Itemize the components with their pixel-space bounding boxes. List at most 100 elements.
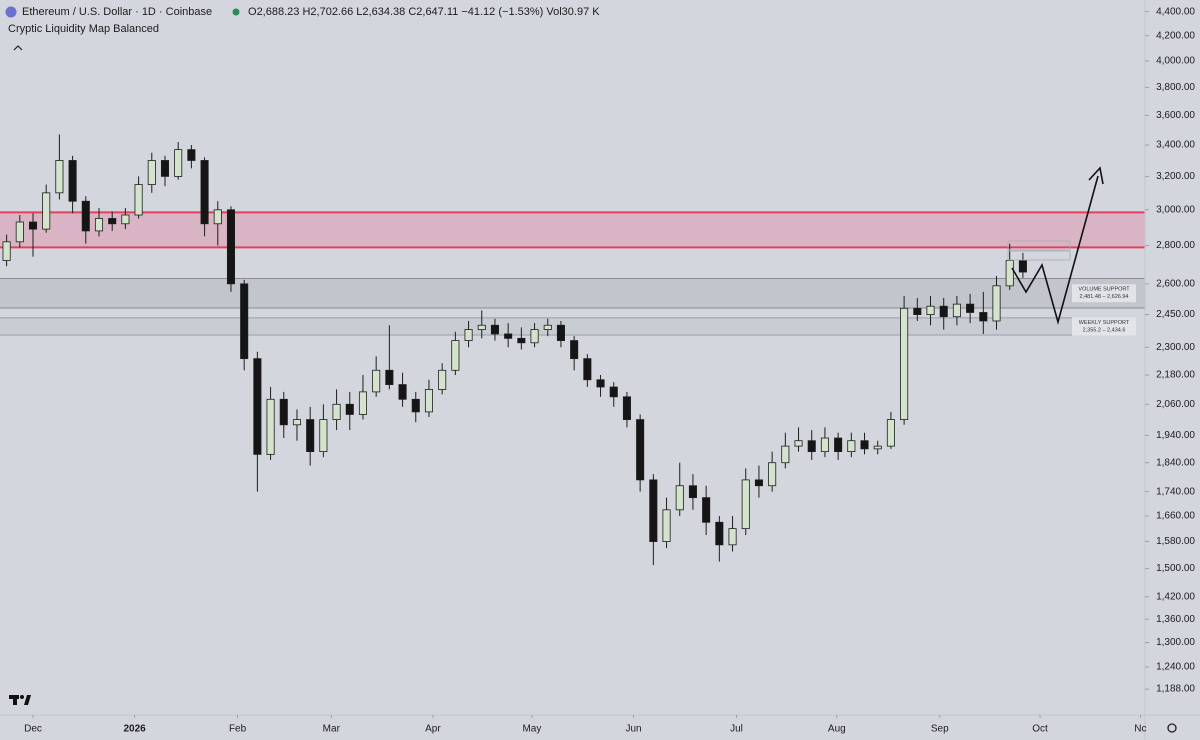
projection-line xyxy=(1011,175,1099,325)
y-tick-label: 1,188.00 xyxy=(1156,684,1195,695)
candle-body xyxy=(939,305,948,318)
eth-logo xyxy=(5,6,17,18)
projection-path xyxy=(1007,166,1104,325)
x-tick-label: Jun xyxy=(625,724,641,735)
y-tick-label: 3,000.00 xyxy=(1156,204,1195,215)
candle-body xyxy=(253,358,262,455)
open: 2,688.23 xyxy=(257,6,300,18)
x-tick-label: Jul xyxy=(730,724,743,735)
y-tick-label: 3,600.00 xyxy=(1156,110,1195,121)
candle-body xyxy=(847,440,856,453)
low: 2,634.38 xyxy=(362,6,405,18)
x-tick-label: Apr xyxy=(425,724,441,735)
y-tick-label: 2,180.00 xyxy=(1156,370,1195,381)
x-tick-label: Nc xyxy=(1134,724,1146,735)
y-tick-label: 1,300.00 xyxy=(1156,637,1195,648)
x-tick-label: Sep xyxy=(931,724,949,735)
ohlc: O2,688.23 H2,702.66 L2,634.38 C2,647.11 … xyxy=(248,6,600,18)
y-tick-label: 1,740.00 xyxy=(1156,486,1195,497)
candle-body xyxy=(147,160,156,185)
x-tick-label: May xyxy=(522,724,541,735)
y-tick-label: 2,450.00 xyxy=(1156,309,1195,320)
candle-body xyxy=(464,329,473,341)
y-tick-label: 2,060.00 xyxy=(1156,399,1195,410)
candle-body xyxy=(332,403,341,420)
x-tick-label: Mar xyxy=(323,724,341,735)
candle-body xyxy=(15,221,24,243)
candle-body xyxy=(424,389,433,413)
candle-body xyxy=(292,419,302,426)
low-prefix: L xyxy=(356,6,362,18)
candle-body xyxy=(490,324,499,335)
zone xyxy=(0,317,1072,336)
y-tick-label: 2,600.00 xyxy=(1156,278,1195,289)
candle-body xyxy=(715,521,724,546)
candle-body xyxy=(319,419,328,453)
y-tick-label: 1,420.00 xyxy=(1156,591,1195,602)
x-tick-label: Oct xyxy=(1032,724,1048,735)
candle-body xyxy=(358,391,367,415)
candle-body xyxy=(372,369,381,393)
indicator-name[interactable]: Cryptic Liquidity Map Balanced xyxy=(8,23,159,35)
candles xyxy=(2,134,1027,566)
zone-range: 2,481.48 – 2,626.94 xyxy=(1080,294,1129,300)
y-tick-label: 2,300.00 xyxy=(1156,342,1195,353)
candle-body xyxy=(952,303,961,318)
close-prefix: C xyxy=(408,6,416,18)
y-tick-label: 1,660.00 xyxy=(1156,511,1195,522)
y-tick-label: 3,200.00 xyxy=(1156,171,1195,182)
candle-body xyxy=(926,305,935,315)
logo-part xyxy=(13,695,17,705)
candle-body xyxy=(886,419,895,447)
candle-body xyxy=(834,437,843,453)
candle-body xyxy=(451,340,460,371)
candle-body xyxy=(992,285,1001,322)
candle-body xyxy=(860,440,869,450)
candle-body xyxy=(596,379,605,388)
candle-body xyxy=(556,324,565,341)
candle-body xyxy=(636,419,645,481)
candle-body xyxy=(622,396,631,420)
candle-body xyxy=(213,209,222,225)
candle-body xyxy=(306,419,315,453)
candle-body xyxy=(55,160,64,194)
candle-body xyxy=(385,369,394,385)
candle-body xyxy=(543,324,552,330)
volume-prefix: Vol xyxy=(546,6,561,18)
logo-part xyxy=(24,695,31,705)
candle-body xyxy=(134,184,143,216)
zone-label-box xyxy=(1072,317,1136,336)
candle-body xyxy=(477,324,486,330)
candle-body xyxy=(570,340,579,360)
candle-body xyxy=(187,149,196,161)
candle-body xyxy=(42,192,51,230)
candle-body xyxy=(504,333,513,339)
settings-button[interactable] xyxy=(1167,723,1177,733)
candle-body xyxy=(820,437,829,453)
candle-body xyxy=(226,209,236,285)
candle-body xyxy=(728,528,737,546)
y-tick-label: 2,800.00 xyxy=(1156,240,1195,251)
candle-body xyxy=(583,358,592,381)
collapse-button[interactable] xyxy=(13,45,23,51)
candle-body xyxy=(900,307,909,420)
candle-body xyxy=(438,369,447,390)
close: 2,647.11 xyxy=(416,6,458,18)
zone xyxy=(0,212,1145,248)
candle-body xyxy=(741,479,750,530)
candle-body xyxy=(411,398,420,413)
y-tick-label: 4,400.00 xyxy=(1156,6,1195,17)
candle-body xyxy=(781,445,790,464)
zone xyxy=(0,278,1145,308)
candle-body xyxy=(517,337,526,344)
y-tick-label: 1,500.00 xyxy=(1156,563,1195,574)
candle-body xyxy=(266,398,275,455)
candle-body xyxy=(530,329,539,344)
x-tick-label: Feb xyxy=(229,724,247,735)
zone-label-box xyxy=(1072,284,1136,303)
candle-body xyxy=(121,214,130,225)
candle-body xyxy=(702,497,711,523)
